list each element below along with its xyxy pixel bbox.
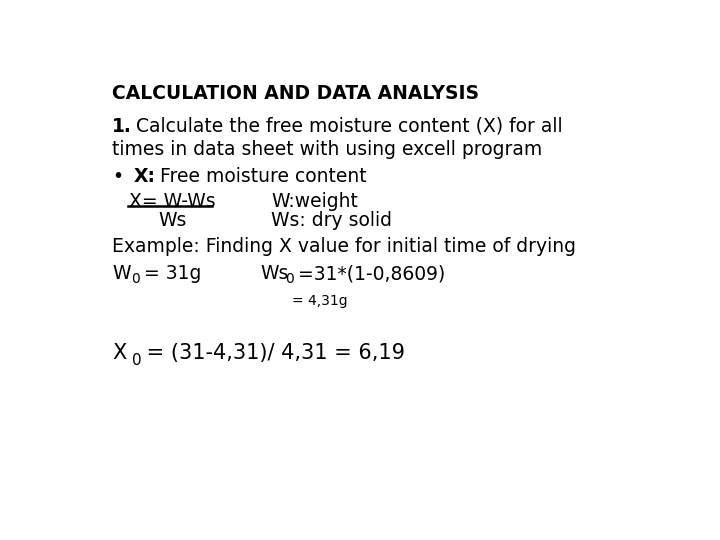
Text: = (31-4,31)/ 4,31 = 6,19: = (31-4,31)/ 4,31 = 6,19 xyxy=(140,343,405,363)
Text: = 31g: = 31g xyxy=(138,265,202,284)
Text: CALCULATION AND DATA ANALYSIS: CALCULATION AND DATA ANALYSIS xyxy=(112,84,480,103)
Text: X:: X: xyxy=(133,167,156,186)
Text: X= W-Ws: X= W-Ws xyxy=(129,192,216,211)
Text: Calculate the free moisture content (X) for all: Calculate the free moisture content (X) … xyxy=(136,117,562,136)
Text: = 4,31g: = 4,31g xyxy=(292,294,348,308)
Text: W:weight: W:weight xyxy=(271,192,359,211)
Text: 1.: 1. xyxy=(112,117,132,136)
Text: 0: 0 xyxy=(285,272,294,286)
Text: times in data sheet with using excell program: times in data sheet with using excell pr… xyxy=(112,140,543,159)
Text: 0: 0 xyxy=(131,272,140,286)
Text: X: X xyxy=(112,343,127,363)
Text: •: • xyxy=(112,167,123,186)
Text: =31*(1-0,8609): =31*(1-0,8609) xyxy=(292,265,445,284)
Text: Ws: dry solid: Ws: dry solid xyxy=(271,211,392,230)
Text: W: W xyxy=(112,265,131,284)
Text: 0: 0 xyxy=(132,353,142,368)
Text: Example: Finding X value for initial time of drying: Example: Finding X value for initial tim… xyxy=(112,238,576,256)
Text: Free moisture content: Free moisture content xyxy=(154,167,366,186)
Text: Ws: Ws xyxy=(158,211,186,230)
Text: Ws: Ws xyxy=(260,265,289,284)
